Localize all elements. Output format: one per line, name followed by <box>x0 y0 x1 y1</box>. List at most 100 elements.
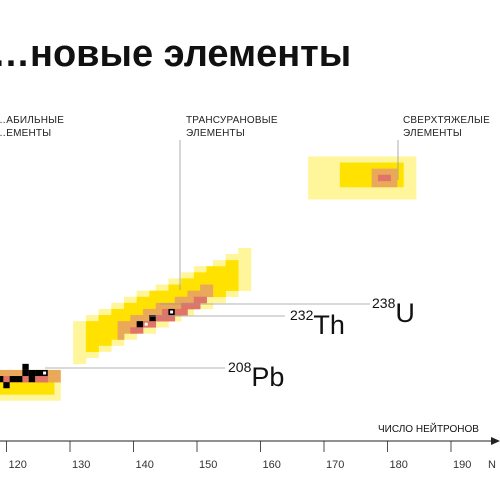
nuclide-cell <box>308 193 315 200</box>
nuclide-cell <box>390 174 398 182</box>
nuclide-cell <box>358 193 366 200</box>
nuclide-cell <box>346 156 353 163</box>
x-tick-label: 140 <box>136 459 154 471</box>
nuclide-cell <box>79 327 87 334</box>
stable-nuclide-cell <box>9 376 17 383</box>
nuclide-cell <box>308 174 315 182</box>
chart-title: …новые элементы <box>0 33 351 75</box>
nuclide-cell <box>244 284 252 291</box>
nuclide-cell <box>22 376 30 383</box>
nuclide-cell <box>123 327 131 334</box>
nuclide-cell <box>403 174 411 182</box>
nuclide-cell <box>149 321 157 328</box>
transuranic-label-line-1: ТРАНСУРАНОВЫЕ <box>186 115 278 126</box>
nuclide-cell <box>155 302 163 310</box>
nuclide-cell <box>111 308 118 316</box>
nuclide-cell <box>333 180 341 188</box>
pb208-mass: 208 <box>228 359 252 375</box>
nuclide-cell <box>0 369 4 377</box>
nuclide-cell <box>320 180 328 188</box>
nuclide-cell <box>320 174 328 182</box>
nuclide-cell <box>149 308 157 316</box>
nuclide-cell <box>193 302 201 310</box>
nuclide-cell <box>219 296 226 304</box>
nuclide-cell <box>352 186 360 194</box>
stable-label-line-2: …ЕМЕНТЫ <box>0 128 51 139</box>
nuclide-cell <box>73 327 80 334</box>
nuclide-cell <box>206 272 214 279</box>
th232-symbol: Th <box>313 310 345 340</box>
isotope-label-u238: 238U <box>372 295 415 328</box>
nuclide-cell <box>85 327 93 334</box>
nuclide-cell <box>155 290 163 298</box>
nuclide-cell <box>136 296 144 304</box>
nuclide-cell <box>371 162 379 169</box>
nuclide-cell <box>212 290 220 298</box>
nuclide-cell <box>187 308 195 316</box>
x-tick-label: 190 <box>453 459 471 471</box>
x-tick-label: 170 <box>326 459 344 471</box>
nuclide-cell <box>200 284 207 291</box>
nuclide-cell <box>377 193 385 200</box>
nuclide-cell <box>200 302 207 310</box>
nuclide-cell <box>174 308 182 316</box>
nuclide-cell <box>111 333 118 340</box>
nuclide-cell <box>41 388 49 395</box>
nuclide-cell <box>212 260 220 267</box>
nuclide-cell <box>320 168 328 176</box>
nuclide-cell <box>85 345 93 352</box>
nuclide-cell <box>219 290 226 298</box>
nuclide-cell <box>206 266 214 273</box>
nuclide-cell <box>28 394 36 401</box>
nuclide-cell <box>130 296 137 304</box>
nuclide-cell <box>339 168 347 176</box>
nuclide-cell <box>117 327 125 334</box>
nuclide-cell <box>35 382 42 389</box>
nuclide-cell <box>98 321 106 328</box>
nuclide-cell <box>181 278 188 285</box>
nuclide-cell <box>92 315 99 322</box>
nuclide-cell <box>308 168 315 176</box>
nuclide-cell <box>219 284 226 291</box>
nuclide-cell <box>231 266 239 273</box>
nuclide-cell <box>193 296 201 304</box>
stable-nuclide-cell <box>22 369 29 377</box>
nuclide-cell <box>390 162 398 169</box>
nuclide-cell <box>104 308 112 316</box>
nuclide-cell <box>41 376 49 383</box>
nuclide-cell <box>143 302 150 310</box>
nuclide-cell <box>409 186 417 194</box>
nuclide-cell <box>3 369 10 377</box>
nuclide-cell <box>104 339 112 346</box>
nuclide-cell <box>92 333 99 340</box>
nuclide-cell <box>320 186 328 194</box>
nuclide-cell <box>92 339 99 346</box>
nuclide-cell <box>98 339 106 346</box>
nuclide-cell <box>35 388 42 395</box>
nuclide-cell <box>219 266 226 273</box>
nuclide-cell <box>327 162 334 169</box>
nuclide-cell <box>377 174 385 182</box>
nuclide-cell <box>244 272 252 279</box>
nuclide-cell <box>73 357 80 365</box>
nuclide-cell <box>384 168 391 176</box>
nuclide-cell <box>16 369 23 377</box>
nuclide-cell <box>16 382 23 389</box>
nuclide-cell <box>16 394 23 401</box>
nuclide-cell <box>409 180 417 188</box>
nuclide-cell <box>123 321 131 328</box>
nuclide-cell <box>358 162 366 169</box>
x-axis-edge-label: N <box>488 459 496 471</box>
nuclide-cell <box>212 296 220 304</box>
nuclide-cell <box>187 272 195 279</box>
nuclide-cell <box>0 394 4 401</box>
nuclide-cell <box>314 180 322 188</box>
x-axis-title: ЧИСЛО НЕЙТРОНОВ <box>378 422 479 435</box>
isotope-label-pb208: 208Pb <box>228 359 284 392</box>
nuclide-cell <box>193 278 201 285</box>
nuclide-cell <box>308 156 315 163</box>
nuclide-cell <box>174 290 182 298</box>
nuclide-cell <box>327 168 334 176</box>
nuclide-cell <box>85 315 93 322</box>
nuclide-cell <box>212 278 220 285</box>
